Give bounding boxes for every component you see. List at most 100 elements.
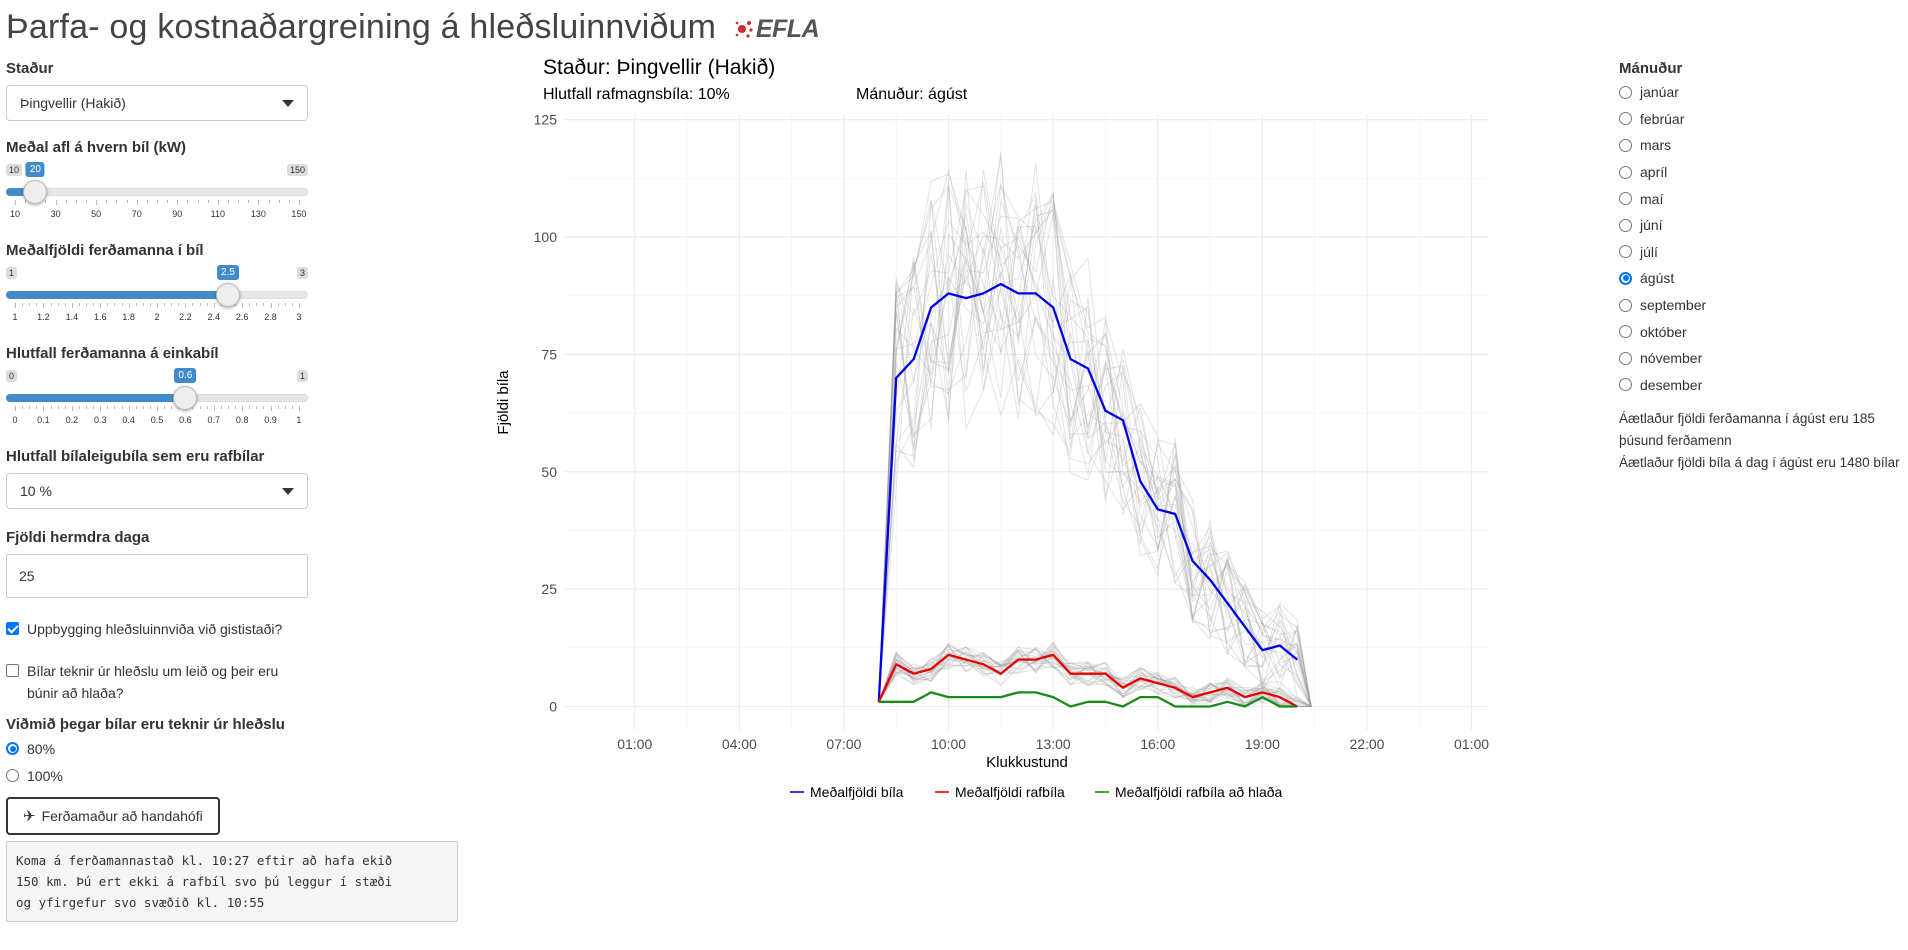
slider-minor-tick xyxy=(50,303,52,306)
slider-tick-label: 2.4 xyxy=(207,312,221,322)
ev-share-select-value: 10 % xyxy=(20,483,52,499)
slider-minor-tick xyxy=(284,406,286,409)
slider-minor-tick xyxy=(64,406,66,409)
slider-tick xyxy=(157,406,158,411)
month-option[interactable]: ágúst xyxy=(1619,265,1904,292)
x-tick-label: 22:00 xyxy=(1349,736,1384,752)
unplug-checkbox[interactable] xyxy=(6,664,19,677)
slider-minor-tick xyxy=(57,406,59,409)
month-radio[interactable] xyxy=(1619,325,1632,339)
unplug-checkbox-row[interactable]: Bílar teknir úr hleðslu um leið og þeir … xyxy=(6,660,308,704)
plot-subtitle-month: Mánuður: ágúst xyxy=(856,86,968,103)
simulated-ev-line xyxy=(878,645,1312,707)
month-radio[interactable] xyxy=(1619,192,1632,206)
month-radio[interactable] xyxy=(1619,378,1632,392)
slider-minor-tick xyxy=(238,200,240,203)
sim-days-input[interactable]: 25 xyxy=(6,554,308,598)
radio-80[interactable] xyxy=(6,742,19,755)
slider-tick xyxy=(242,406,244,411)
slider-ticks: 10 30 50 70 90 110 130 150 xyxy=(6,200,308,220)
slider-minor-tick xyxy=(249,303,251,306)
slider-minor-tick xyxy=(22,406,24,409)
random-tourist-button[interactable]: ✈ Ferðamaður að handahófi xyxy=(6,797,220,835)
simulated-ev-line xyxy=(878,650,1312,708)
month-option[interactable]: júní xyxy=(1619,212,1904,239)
slider-ticks: 0 0.1 0.2 0.3 0.4 0.5 0.6 0.7 0.8 0.9 1 xyxy=(6,406,308,426)
slider-minor-tick xyxy=(171,303,173,306)
month-option-label: febrúar xyxy=(1640,110,1685,127)
slider-handle[interactable] xyxy=(173,386,198,410)
slider-minor-tick xyxy=(29,406,31,409)
month-label: Mánuður xyxy=(1619,60,1683,77)
tourists-per-car-slider[interactable]: 1 3 2.5 1 1.2 1.4 1.6 1.8 2 2.2 2.4 2.6 2.8 3 xyxy=(6,261,308,323)
month-option[interactable]: apríl xyxy=(1619,159,1904,186)
month-option[interactable]: janúar xyxy=(1619,79,1904,106)
simulated-cars-line xyxy=(878,213,1312,707)
slider-minor-tick xyxy=(192,406,194,409)
unplug-threshold-option-100[interactable]: 100% xyxy=(6,762,308,789)
slider-minor-tick xyxy=(164,406,166,409)
unplug-threshold-option-80[interactable]: 80% xyxy=(6,735,308,762)
month-option[interactable]: maí xyxy=(1619,185,1904,212)
plot-title: Staður: Þingvellir (Hakið) xyxy=(543,56,776,79)
month-option[interactable]: febrúar xyxy=(1619,106,1904,133)
page-title: Þarfa- og kostnaðargreining á hleðsluinn… xyxy=(6,8,820,47)
slider-minor-tick xyxy=(121,406,123,409)
month-radio[interactable] xyxy=(1619,218,1632,232)
slider-tick-label: 70 xyxy=(131,209,142,219)
month-radio[interactable] xyxy=(1619,165,1632,179)
slider-handle[interactable] xyxy=(215,283,240,307)
slider-tick-label: 2 xyxy=(154,312,160,322)
slider-minor-tick xyxy=(142,406,144,409)
month-radio[interactable] xyxy=(1619,298,1632,312)
slider-tick xyxy=(100,406,102,411)
month-radio[interactable] xyxy=(1619,138,1632,152)
plot-subtitle-ev: Hlutfall rafmagnsbíla: 10% xyxy=(543,86,730,103)
month-option[interactable]: nóvember xyxy=(1619,345,1904,372)
month-option[interactable]: mars xyxy=(1619,132,1904,159)
slider-tick xyxy=(128,406,130,411)
slider-minor-tick xyxy=(78,303,80,306)
simulated-cars-line xyxy=(878,225,1312,707)
month-option-label: nóvember xyxy=(1640,350,1703,367)
month-radio[interactable] xyxy=(1619,271,1632,285)
lodging-checkbox-row[interactable]: Uppbygging hleðsluinnviða við gististaði… xyxy=(6,618,308,640)
slider-minor-tick xyxy=(207,200,209,203)
month-radio[interactable] xyxy=(1619,85,1632,99)
simulated-cars-line xyxy=(878,191,1312,707)
simulated-cars-line xyxy=(878,170,1312,707)
x-tick-label: 19:00 xyxy=(1245,736,1280,752)
slider-handle[interactable] xyxy=(23,180,48,204)
slider-tick xyxy=(15,406,17,411)
simulated-cars-line xyxy=(878,276,1312,707)
month-radio[interactable] xyxy=(1619,351,1632,365)
month-option-label: október xyxy=(1640,323,1687,340)
simulated-cars-line xyxy=(878,163,1312,707)
private-car-slider[interactable]: 0 1 0.6 0 0.1 0.2 0.3 0.4 0.5 0.6 0.7 0.8 0.9 1 xyxy=(6,364,308,426)
slider-minor-tick xyxy=(36,303,38,306)
slider-minor-tick xyxy=(164,303,166,306)
slider-minor-tick xyxy=(86,406,88,409)
slider-minor-tick xyxy=(178,303,180,306)
location-select[interactable]: Þingvellir (Hakið) xyxy=(6,85,308,121)
month-option[interactable]: september xyxy=(1619,292,1904,319)
month-radio[interactable] xyxy=(1619,245,1632,259)
x-tick-label: 01:00 xyxy=(617,736,652,752)
month-radio[interactable] xyxy=(1619,112,1632,126)
power-slider[interactable]: 10 150 20 10 30 50 70 90 110 130 150 xyxy=(6,158,308,220)
lodging-checkbox[interactable] xyxy=(6,622,19,635)
month-option[interactable]: október xyxy=(1619,318,1904,345)
page-title-text: Þarfa- og kostnaðargreining á hleðsluinn… xyxy=(6,8,717,46)
month-option[interactable]: desember xyxy=(1619,372,1904,399)
radio-100[interactable] xyxy=(6,769,19,782)
slider-tick xyxy=(136,200,138,205)
slider-tick xyxy=(242,303,244,308)
month-option[interactable]: júlí xyxy=(1619,239,1904,266)
slider-tick-label: 130 xyxy=(250,209,266,219)
simulated-cars-line xyxy=(878,184,1312,707)
slider-fill xyxy=(6,291,228,299)
plane-icon: ✈ xyxy=(23,808,36,825)
legend-label-2: Meðalfjöldi rafbíla xyxy=(955,784,1065,800)
chevron-down-icon xyxy=(282,99,294,107)
ev-share-select[interactable]: 10 % xyxy=(6,473,308,509)
